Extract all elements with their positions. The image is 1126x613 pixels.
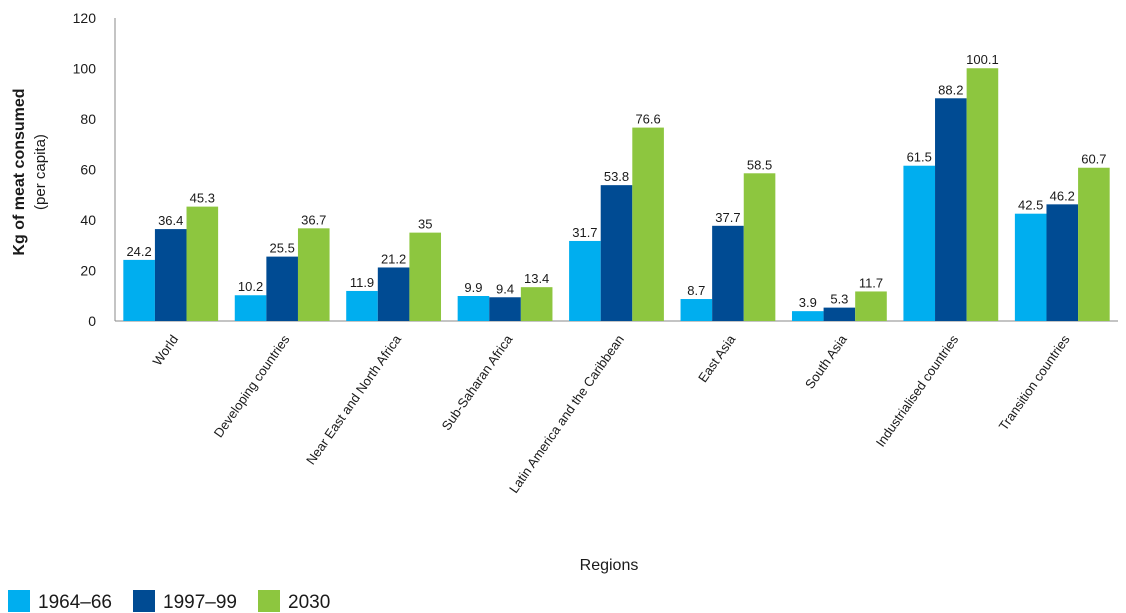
data-label: 21.2 (381, 251, 406, 266)
category-label: Industrialised countries (873, 332, 962, 450)
data-label: 58.5 (747, 157, 772, 172)
data-label: 11.9 (350, 275, 374, 290)
category-labels-group: World Developing countries Near East and N… (150, 331, 1073, 495)
y-axis-title: Kg of meat consumed (11, 88, 28, 255)
category-label: Transition countries (996, 332, 1073, 434)
y-tick-label: 120 (73, 10, 97, 26)
bar (743, 173, 776, 321)
bar (377, 267, 410, 321)
bar (457, 296, 490, 321)
legend-label: 1964–66 (38, 592, 112, 613)
data-label: 61.5 (907, 150, 932, 165)
data-label: 60.7 (1081, 152, 1106, 167)
category-label: South Asia (802, 331, 850, 391)
bar (346, 290, 378, 321)
bar (409, 232, 442, 321)
bar (935, 98, 967, 321)
y-tick-label: 60 (80, 162, 96, 178)
data-label: 24.2 (126, 244, 151, 259)
bar (266, 256, 298, 321)
legend-swatch (258, 590, 280, 612)
data-label: 10.2 (238, 279, 263, 294)
bars-group (123, 68, 1110, 322)
y-tick-label: 20 (80, 263, 96, 279)
bar (186, 206, 219, 321)
data-label: 42.5 (1018, 198, 1043, 213)
data-label: 9.4 (496, 281, 514, 296)
data-label: 53.8 (604, 169, 629, 184)
category-label: Near East and North Africa (303, 331, 404, 467)
bar (600, 185, 633, 321)
data-label: 35 (418, 217, 432, 232)
category-label: World (150, 332, 182, 368)
bar (712, 225, 744, 321)
data-label: 36.7 (301, 212, 326, 227)
legend-label: 1997–99 (163, 592, 237, 613)
y-tick-label: 40 (80, 212, 96, 228)
bar (123, 259, 155, 321)
legend-swatch (133, 590, 155, 612)
y-tick-label: 80 (80, 111, 96, 127)
bar (489, 297, 521, 321)
data-label: 31.7 (572, 225, 597, 240)
y-tick-label: 0 (88, 313, 96, 329)
data-label: 37.7 (715, 210, 740, 225)
bar (791, 311, 824, 321)
bar (1046, 204, 1079, 321)
category-label: Sub-Saharan Africa (439, 331, 516, 433)
legend-label: 2030 (288, 592, 330, 613)
bar (903, 165, 936, 321)
data-label: 9.9 (464, 280, 482, 295)
bar (966, 68, 999, 321)
data-label: 3.9 (799, 295, 817, 310)
data-label: 100.1 (966, 52, 999, 67)
bar (569, 240, 601, 321)
y-axis-subtitle: (per capita) (32, 134, 49, 210)
data-label: 36.4 (158, 213, 183, 228)
data-label: 88.2 (938, 82, 963, 97)
bar (632, 127, 664, 322)
category-label: Latin America and the Caribbean (506, 332, 627, 496)
data-label: 8.7 (687, 283, 705, 298)
category-label: Developing countries (211, 332, 293, 440)
data-label: 5.3 (830, 292, 848, 307)
bar (520, 287, 553, 321)
legend: 1964–66 1997–99 2030 (8, 590, 330, 613)
bar (297, 228, 330, 321)
bar (234, 295, 267, 321)
category-label: East Asia (695, 331, 739, 385)
bar (154, 229, 187, 321)
data-label: 45.3 (190, 191, 215, 206)
bar (823, 307, 856, 321)
data-label: 76.6 (635, 112, 660, 127)
legend-swatch (8, 590, 30, 612)
bar (1078, 167, 1110, 321)
y-tick-label: 100 (73, 61, 97, 77)
bar (680, 299, 713, 321)
data-label: 25.5 (270, 241, 295, 256)
y-axis-ticks: 0 20 40 60 80 100 120 (73, 10, 97, 329)
data-label: 13.4 (524, 271, 549, 286)
x-axis-title: Regions (580, 557, 639, 574)
data-label: 11.7 (859, 275, 883, 290)
data-labels-group: 24.2 36.4 45.3 10.2 25.5 36.7 11.9 21.2 35 9.9 9.4… (126, 52, 1106, 310)
bar (855, 291, 887, 321)
bar (1014, 213, 1047, 321)
data-label: 46.2 (1050, 188, 1075, 203)
